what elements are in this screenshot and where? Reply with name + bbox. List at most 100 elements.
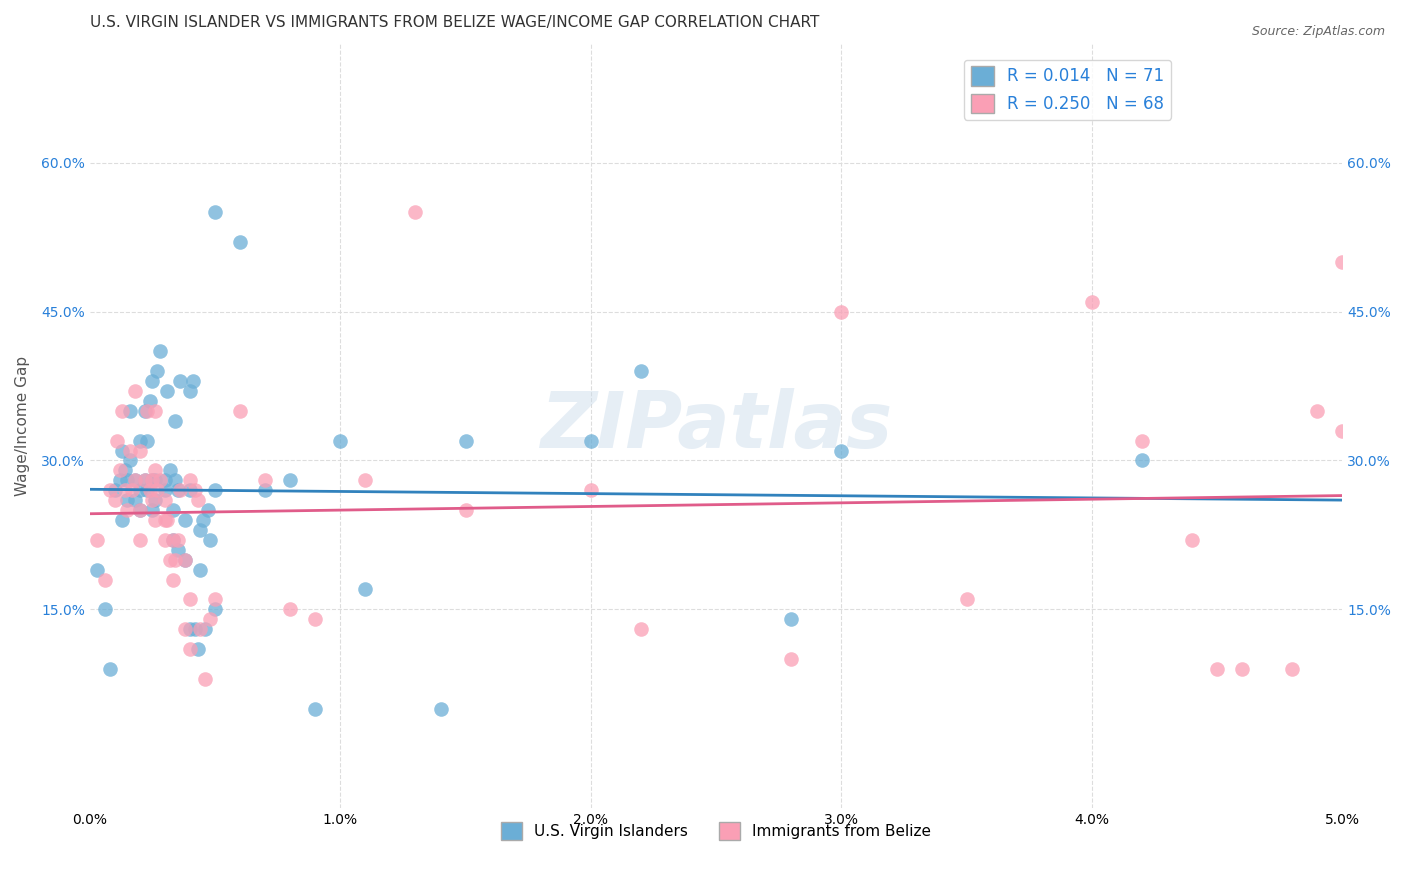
Point: [124, 473, 146, 487]
Point: [141, 503, 163, 517]
Point: [630, 364, 652, 378]
Point: [124, 493, 146, 508]
Point: [179, 592, 201, 607]
Point: [254, 483, 277, 498]
Point: [188, 622, 211, 636]
Point: [129, 443, 152, 458]
Point: [146, 364, 169, 378]
Point: [129, 533, 152, 547]
Point: [179, 473, 201, 487]
Point: [278, 473, 301, 487]
Point: [143, 493, 166, 508]
Point: [1331, 424, 1354, 438]
Point: [955, 592, 977, 607]
Point: [163, 473, 186, 487]
Point: [129, 434, 152, 448]
Point: [141, 493, 163, 508]
Point: [1306, 404, 1329, 418]
Point: [194, 672, 217, 686]
Point: [630, 622, 652, 636]
Point: [118, 443, 141, 458]
Point: [174, 513, 197, 527]
Point: [254, 473, 277, 487]
Point: [198, 533, 221, 547]
Point: [454, 434, 477, 448]
Point: [94, 573, 117, 587]
Point: [174, 552, 197, 566]
Point: [579, 434, 602, 448]
Point: [121, 483, 143, 498]
Point: [166, 542, 188, 557]
Point: [174, 552, 197, 566]
Point: [169, 483, 191, 498]
Point: [134, 473, 156, 487]
Point: [188, 523, 211, 537]
Point: [163, 414, 186, 428]
Point: [197, 503, 219, 517]
Point: [278, 602, 301, 616]
Point: [139, 483, 162, 498]
Point: [129, 483, 152, 498]
Point: [149, 344, 172, 359]
Point: [86, 533, 108, 547]
Point: [780, 652, 803, 666]
Point: [114, 483, 136, 498]
Point: [141, 473, 163, 487]
Point: [169, 374, 191, 388]
Point: [124, 384, 146, 398]
Point: [187, 642, 209, 657]
Point: [181, 374, 204, 388]
Point: [1081, 294, 1104, 309]
Point: [153, 483, 176, 498]
Point: [134, 404, 156, 418]
Point: [146, 483, 169, 498]
Point: [1130, 453, 1153, 467]
Point: [179, 384, 201, 398]
Point: [117, 503, 139, 517]
Point: [141, 473, 163, 487]
Point: [187, 493, 209, 508]
Point: [129, 503, 152, 517]
Point: [143, 404, 166, 418]
Point: [204, 602, 226, 616]
Point: [1181, 533, 1204, 547]
Point: [1206, 662, 1229, 676]
Point: [184, 622, 207, 636]
Point: [111, 404, 134, 418]
Point: [1331, 255, 1354, 269]
Point: [108, 463, 131, 477]
Point: [136, 434, 159, 448]
Point: [229, 404, 252, 418]
Point: [329, 434, 352, 448]
Point: [204, 205, 226, 219]
Point: [159, 463, 181, 477]
Point: [159, 552, 181, 566]
Point: [204, 592, 226, 607]
Point: [129, 503, 152, 517]
Point: [134, 473, 156, 487]
Point: [194, 622, 217, 636]
Point: [117, 493, 139, 508]
Point: [454, 503, 477, 517]
Point: [1230, 662, 1253, 676]
Point: [163, 552, 186, 566]
Y-axis label: Wage/Income Gap: Wage/Income Gap: [15, 356, 30, 496]
Point: [156, 513, 179, 527]
Point: [162, 533, 184, 547]
Point: [104, 493, 127, 508]
Point: [780, 612, 803, 626]
Point: [229, 235, 252, 249]
Point: [143, 473, 166, 487]
Point: [188, 563, 211, 577]
Point: [149, 473, 172, 487]
Legend: U.S. Virgin Islanders, Immigrants from Belize: U.S. Virgin Islanders, Immigrants from B…: [495, 816, 938, 846]
Point: [304, 612, 326, 626]
Text: Source: ZipAtlas.com: Source: ZipAtlas.com: [1251, 25, 1385, 38]
Point: [354, 582, 377, 597]
Point: [204, 483, 226, 498]
Point: [111, 513, 134, 527]
Point: [136, 483, 159, 498]
Point: [179, 622, 201, 636]
Point: [830, 304, 852, 318]
Point: [191, 513, 214, 527]
